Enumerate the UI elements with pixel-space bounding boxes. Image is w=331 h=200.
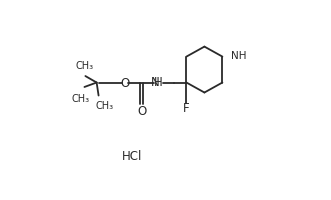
Text: CH₃: CH₃ bbox=[75, 61, 93, 71]
Text: F: F bbox=[183, 101, 190, 114]
Text: NH: NH bbox=[231, 50, 246, 60]
Text: O: O bbox=[137, 104, 146, 117]
Text: CH₃: CH₃ bbox=[96, 101, 114, 111]
Text: O: O bbox=[120, 77, 129, 90]
Text: H: H bbox=[154, 76, 163, 89]
Text: N: N bbox=[151, 76, 160, 89]
Text: CH₃: CH₃ bbox=[71, 93, 89, 103]
Text: HCl: HCl bbox=[121, 149, 142, 162]
